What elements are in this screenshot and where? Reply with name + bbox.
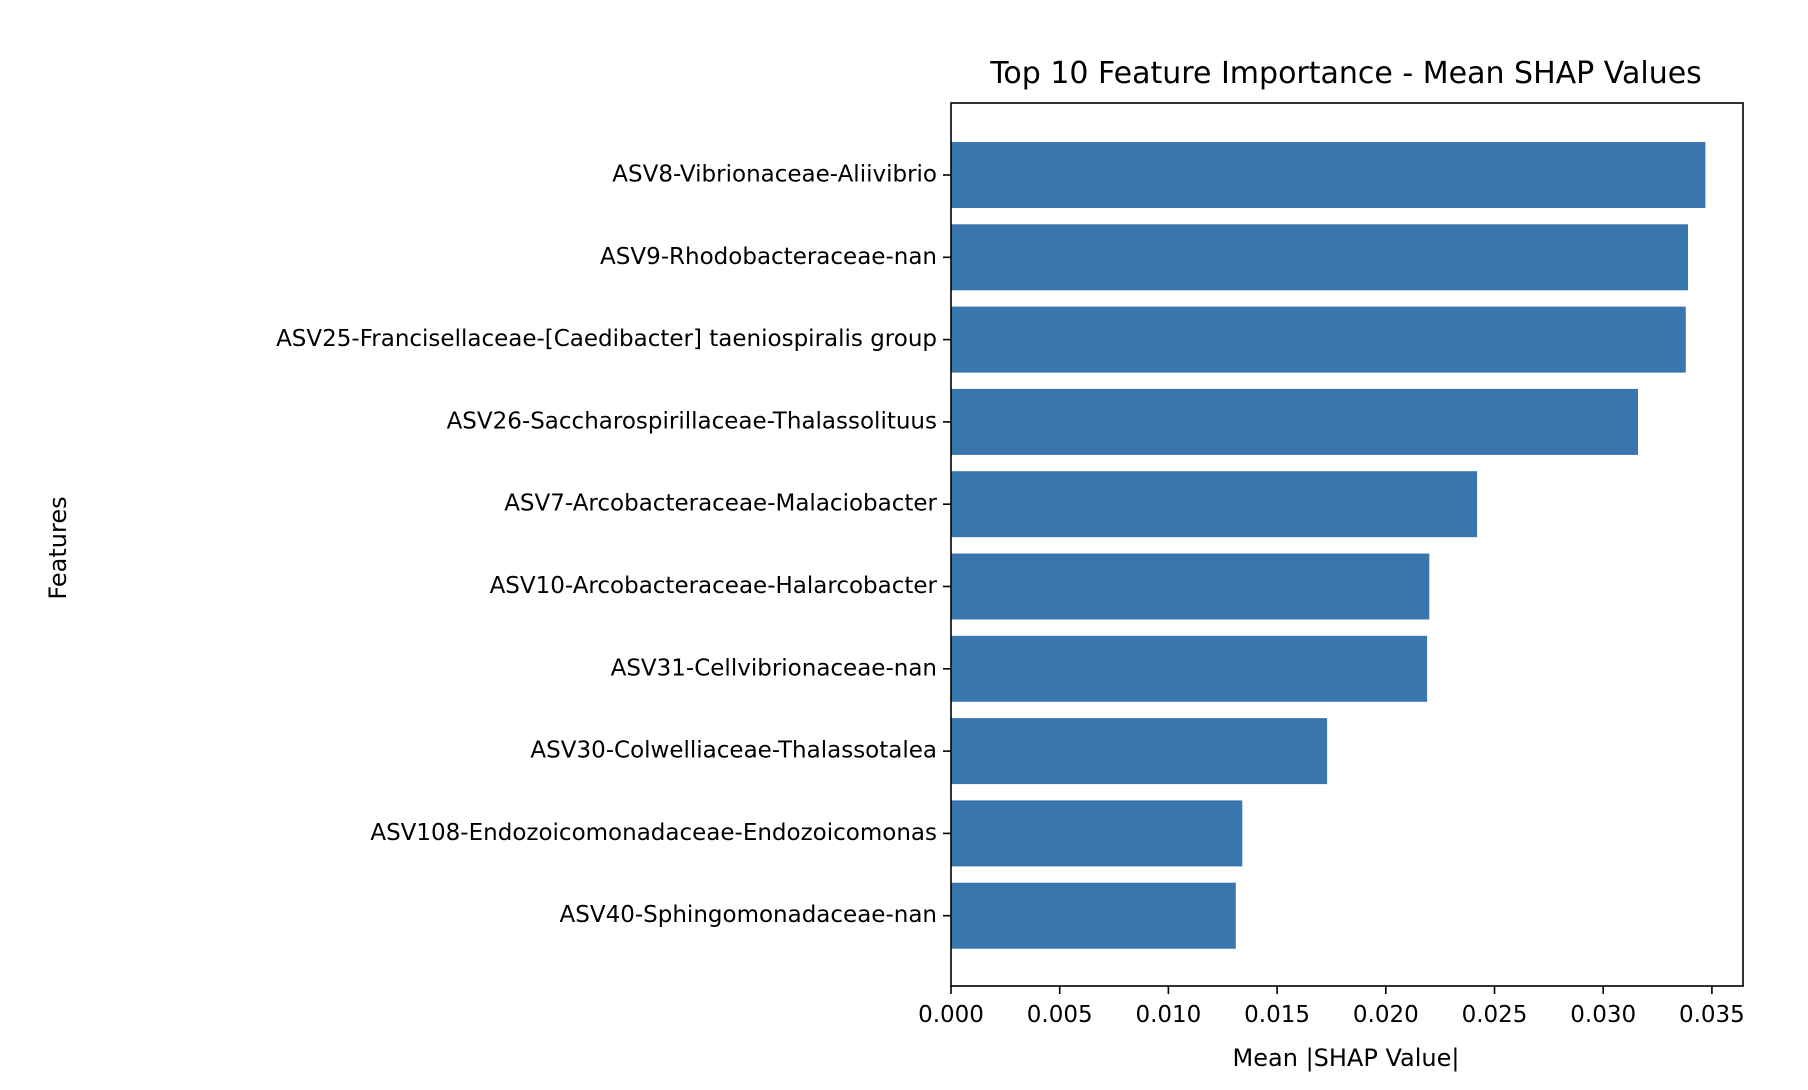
x-tick-label: 0.000 [918,1002,984,1028]
category-label: ASV8-Vibrionaceae-Aliivibrio [612,162,937,188]
bar [951,142,1706,208]
plot-frame [950,102,1744,987]
bar [951,882,1236,949]
bar [951,224,1688,291]
category-label: ASV9-Rhodobacteraceae-nan [600,244,937,270]
bar [951,388,1638,455]
bar [951,718,1328,785]
bar-series [951,142,1706,949]
y-axis-title: Features [44,496,72,599]
category-label: ASV30-Colwelliaceae-Thalassotalea [530,738,937,764]
category-label: ASV40-Sphingomonadaceae-nan [560,902,937,928]
bar [951,306,1686,373]
bar [951,553,1430,620]
x-axis-title: Mean |SHAP Value| [1233,1044,1460,1072]
x-tick-label: 0.025 [1462,1002,1528,1028]
x-tick-label: 0.020 [1353,1002,1419,1028]
chart-title: Top 10 Feature Importance - Mean SHAP Va… [989,56,1702,91]
category-label: ASV108-Endozoicomonadaceae-Endozoicomona… [370,820,937,846]
category-label: ASV10-Arcobacteraceae-Halarcobacter [490,573,938,599]
category-label: ASV26-Saccharospirillaceae-Thalassolituu… [447,408,937,434]
x-tick-label: 0.010 [1135,1002,1201,1028]
x-axis-ticks: 0.000 0.005 0.010 0.015 0.020 0.025 0.030 0.035 [918,986,1745,1028]
category-label: ASV25-Francisellaceae-[Caedibacter] taen… [276,326,937,352]
bar [951,471,1478,538]
category-label: ASV7-Arcobacteraceae-Malaciobacter [504,491,937,517]
bar [951,800,1243,867]
category-labels: ASV8-Vibrionaceae-Aliivibrio ASV9-Rhodoba… [276,162,951,928]
bar [951,635,1428,702]
x-tick-label: 0.030 [1570,1002,1636,1028]
category-label: ASV31-Cellvibrionaceae-nan [611,655,937,681]
x-tick-label: 0.015 [1244,1002,1310,1028]
x-tick-label: 0.035 [1679,1002,1745,1028]
x-tick-label: 0.005 [1027,1002,1093,1028]
